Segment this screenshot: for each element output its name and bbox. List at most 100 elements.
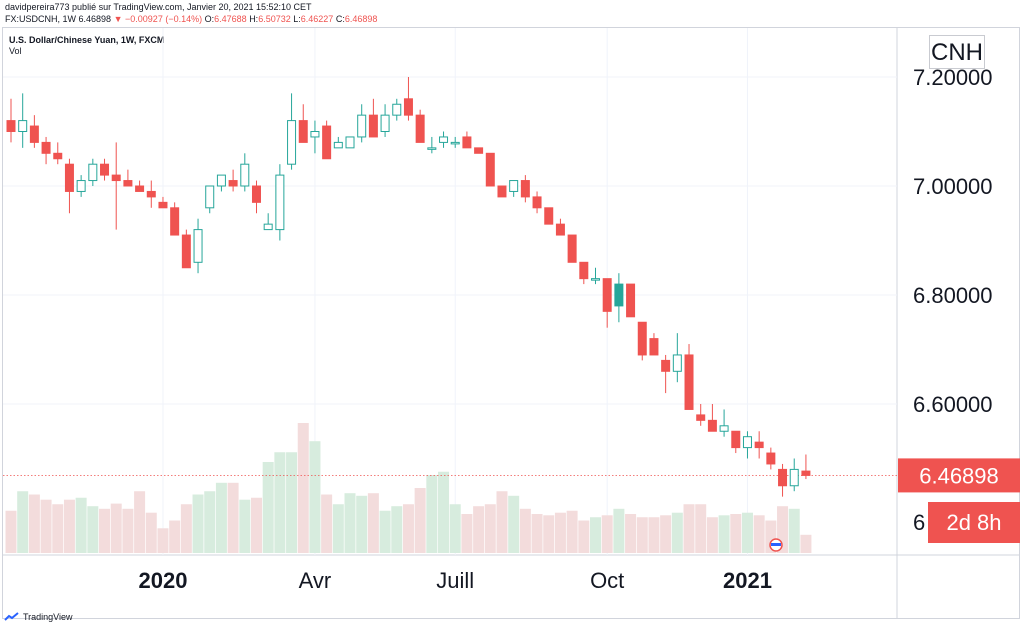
candle-body <box>205 185 215 209</box>
open-label: O: <box>204 14 215 24</box>
last-price: 6.46898 <box>78 14 112 24</box>
volume-bar <box>590 517 601 553</box>
candle-body <box>591 278 600 281</box>
volume-bar <box>788 508 800 553</box>
candle-body <box>111 174 121 182</box>
candle-body <box>193 229 203 263</box>
volume-bar <box>496 491 508 553</box>
candle-body <box>439 136 449 143</box>
volume-bar <box>367 493 379 553</box>
volume-bar <box>508 495 520 553</box>
volume-bar <box>543 515 555 553</box>
candle-body <box>742 436 752 449</box>
candle-body <box>497 185 507 198</box>
candle-body <box>41 141 51 154</box>
event-flag-stripe <box>771 543 781 546</box>
volume-bar <box>227 482 239 553</box>
candle-body <box>403 98 413 116</box>
candle-body <box>18 120 28 132</box>
volume-bar <box>777 506 789 553</box>
candle-body <box>509 180 519 192</box>
volume-bar <box>344 493 356 553</box>
volume-bar <box>356 495 368 553</box>
candle-body <box>579 261 589 280</box>
volume-bar <box>601 515 613 553</box>
volume-bar <box>706 517 718 553</box>
volume-bar <box>145 512 157 553</box>
volume-bar <box>134 491 146 553</box>
volume-bar <box>332 504 344 553</box>
candle-body <box>170 207 180 236</box>
candle-body <box>661 359 671 372</box>
candle-body <box>322 125 332 160</box>
chart-panel[interactable] <box>2 27 1020 619</box>
low-value: 6.46227 <box>300 14 334 24</box>
candle-body <box>158 201 168 209</box>
candle-body <box>731 430 741 449</box>
volume-bar <box>426 475 438 553</box>
open-value: 6.47688 <box>214 14 247 24</box>
volume-bar <box>379 510 391 553</box>
x-tick-label: 2021 <box>723 568 772 593</box>
volume-bar <box>274 452 286 553</box>
volume-bar <box>87 506 99 553</box>
candle-body <box>333 141 343 149</box>
candle-body <box>719 425 729 432</box>
volume-bar <box>660 515 672 553</box>
publisher-line: davidpereira773 publié sur TradingView.c… <box>5 2 312 12</box>
volume-bar <box>297 423 309 553</box>
candle-body <box>181 234 191 269</box>
candle-body <box>696 414 706 421</box>
last-price-label: 6.46898 <box>919 463 999 488</box>
volume-bar <box>718 515 730 553</box>
volume-bar <box>671 512 683 553</box>
volume-bar <box>461 514 473 553</box>
x-tick-label: Avr <box>299 568 332 593</box>
candle-body <box>801 470 811 476</box>
candle-body <box>263 223 273 231</box>
volume-bar <box>17 491 29 553</box>
high-value: 6.50732 <box>258 14 291 24</box>
volume-bar <box>519 508 531 553</box>
volume-bar <box>753 515 765 553</box>
last-price-box <box>898 458 1020 493</box>
candle-body <box>544 207 554 225</box>
volume-bar <box>75 497 87 553</box>
volume-bar <box>192 494 204 553</box>
y-tick-label: 7.00000 <box>913 174 993 199</box>
volume-bar <box>438 471 450 553</box>
volume-bar <box>239 499 251 553</box>
candle-body <box>298 120 308 143</box>
footer-brand-label: TradingView <box>23 612 73 622</box>
volume-bar <box>683 504 695 553</box>
candle-body <box>240 163 250 187</box>
candle-body <box>345 136 355 149</box>
volume-bar <box>63 499 75 553</box>
volume-bar <box>262 462 274 553</box>
volume-bar <box>473 506 485 553</box>
volume-legend: Vol <box>9 46 22 56</box>
volume-bar <box>695 504 707 553</box>
candle-body <box>287 120 297 165</box>
candle-body <box>392 103 402 116</box>
candle-body <box>216 174 226 187</box>
y-tick-label-partial: 6 <box>913 510 925 535</box>
currency-badge: CNH <box>929 35 985 69</box>
x-tick-label: Juill <box>436 568 474 593</box>
candle-body <box>649 338 659 356</box>
candle-body <box>123 180 133 187</box>
volume-bar <box>414 488 426 553</box>
candle-body <box>614 283 624 307</box>
y-tick-label: 7.20000 <box>913 65 993 90</box>
candle-body <box>357 114 367 138</box>
volume-bar <box>566 510 578 553</box>
volume-bar <box>180 504 192 553</box>
candle-body <box>450 141 460 145</box>
volume-bar <box>449 504 461 553</box>
footer-brand[interactable]: TradingView <box>4 612 73 622</box>
candle-body <box>368 114 378 138</box>
candle-body <box>707 419 717 432</box>
candle-body <box>64 163 74 192</box>
candle-body <box>555 223 565 236</box>
